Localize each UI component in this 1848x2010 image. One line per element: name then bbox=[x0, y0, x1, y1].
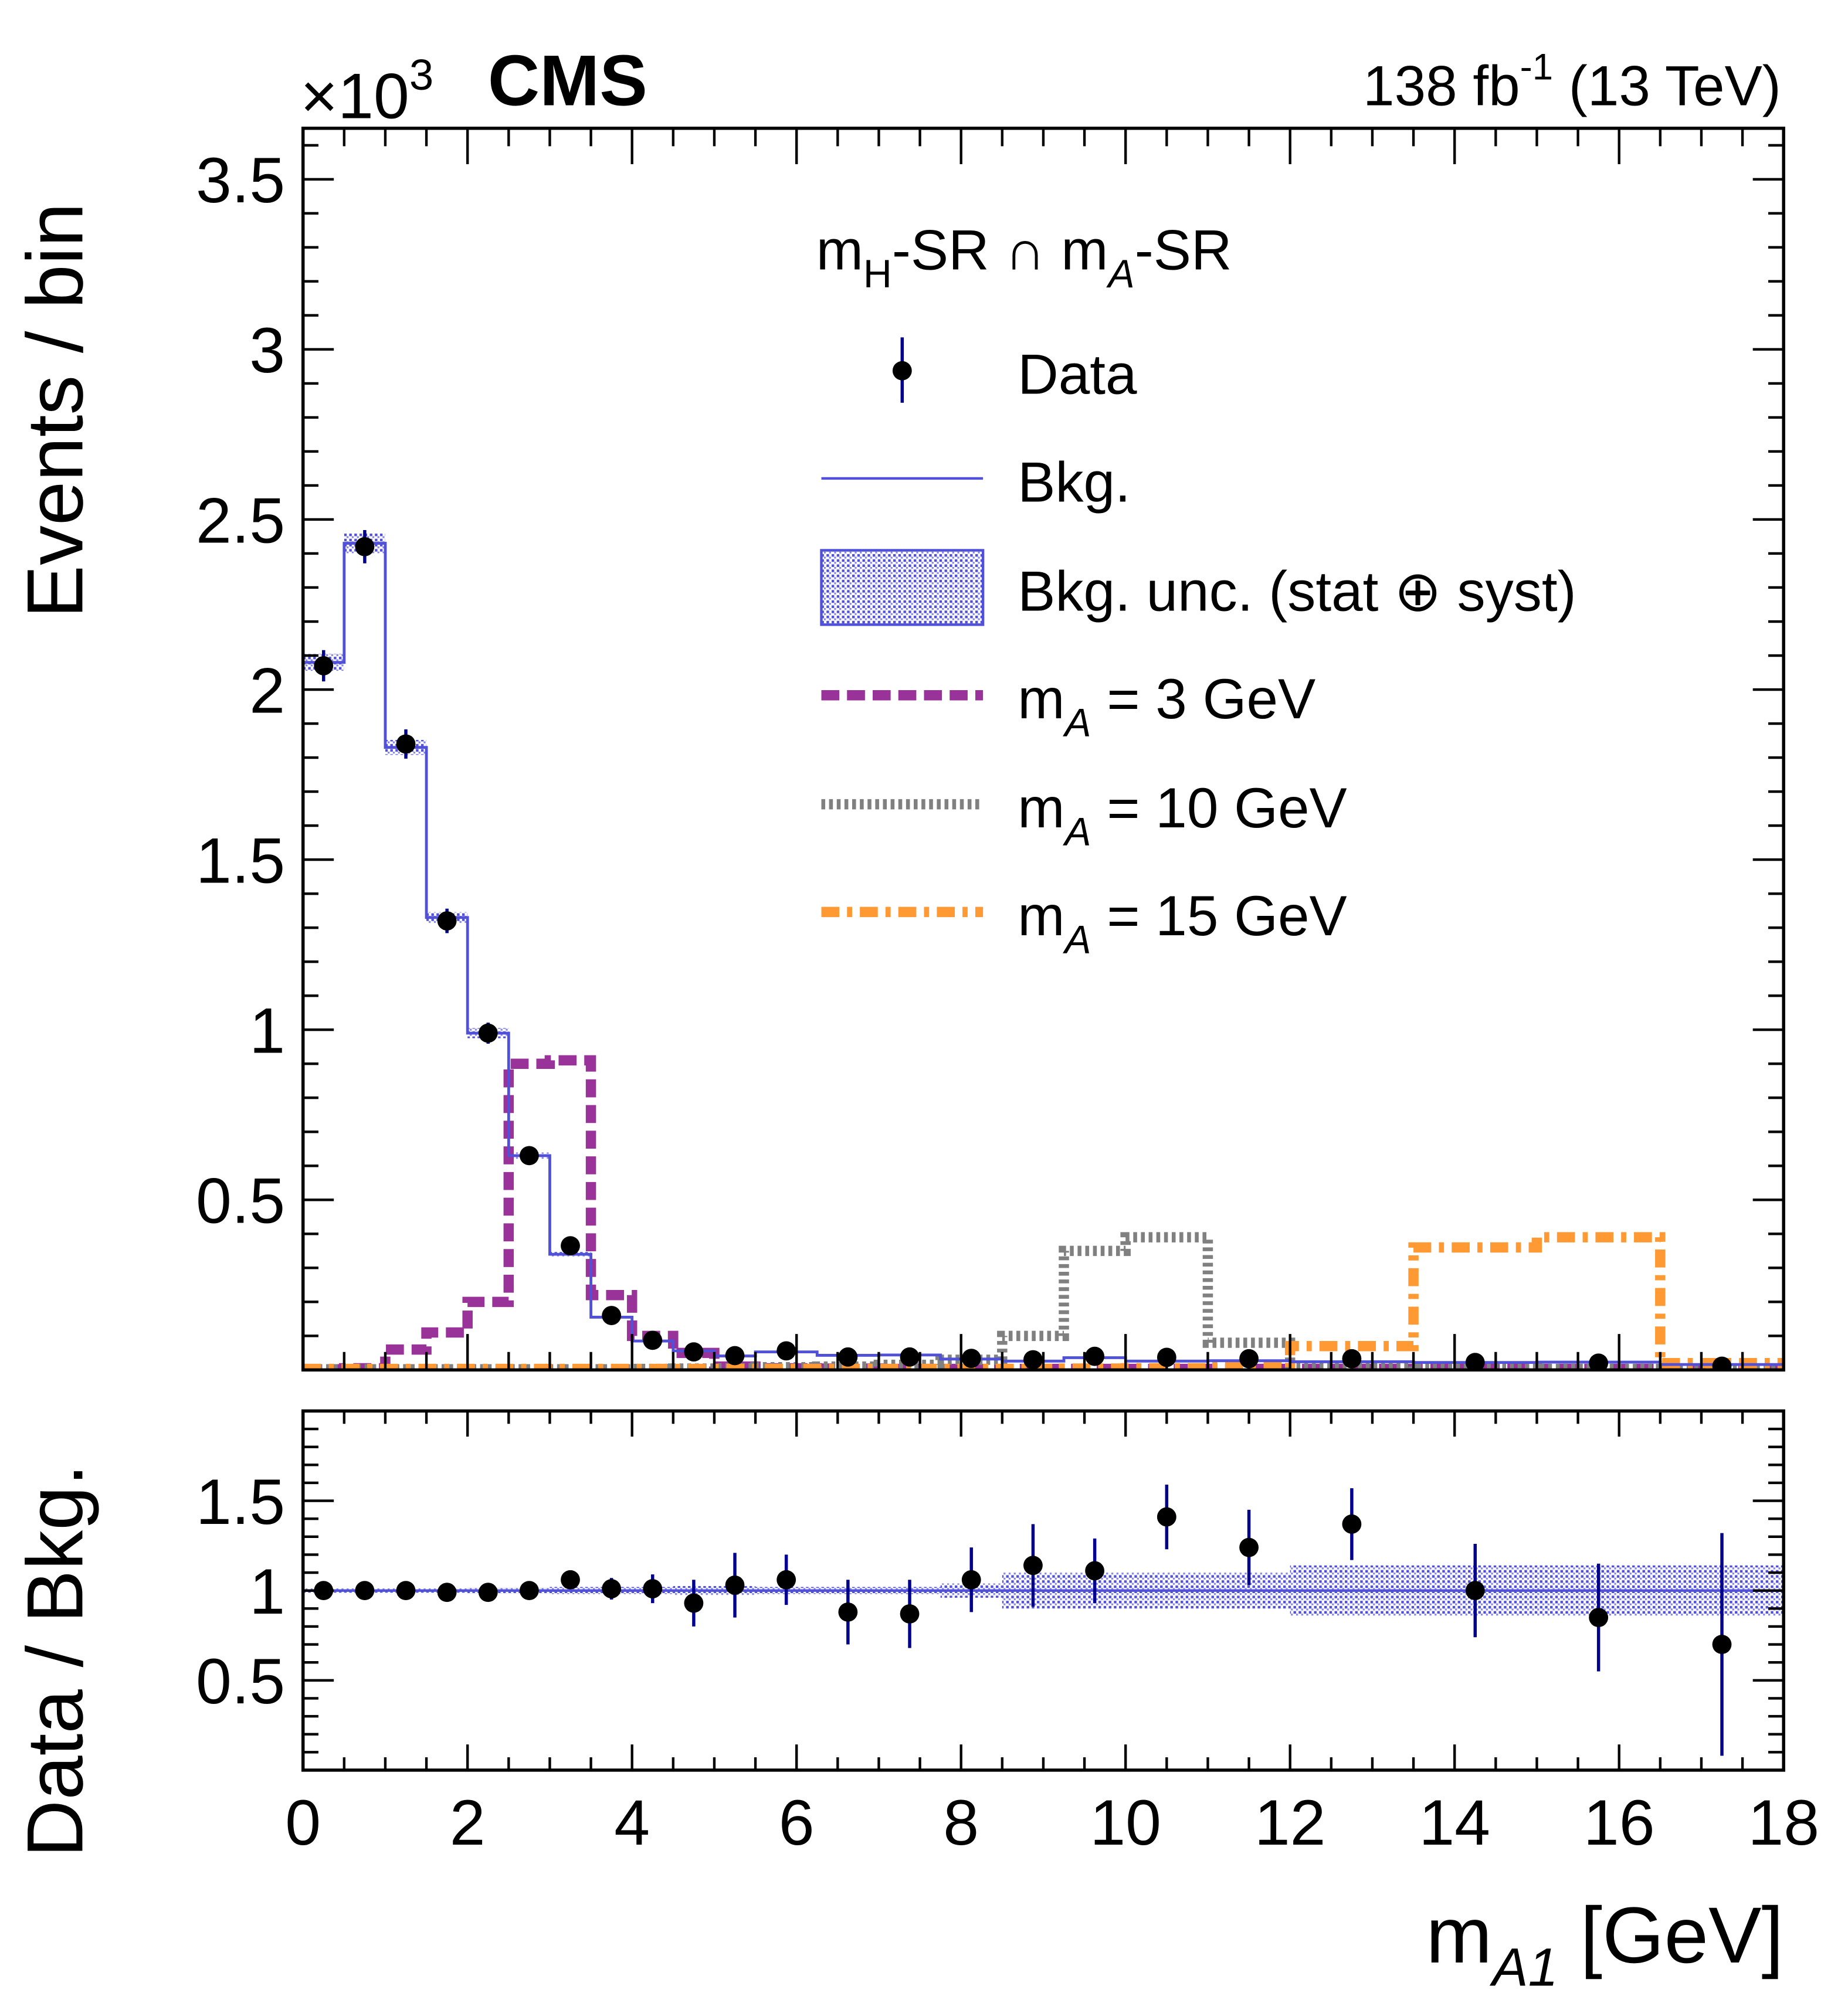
data-point bbox=[1023, 1350, 1043, 1370]
ratio-point bbox=[1157, 1507, 1176, 1527]
signal-ma10-histogram bbox=[303, 1232, 1784, 1370]
x-tick-label: 18 bbox=[1748, 1787, 1819, 1859]
axes: 0 2 4 6 8 10 12 14 16 18 0.5 1 1.5 2 2.5 3 3.5 0.5 1 1.5 bbox=[196, 127, 1819, 1859]
y-tick-label: 0.5 bbox=[196, 1166, 285, 1237]
y-tick-label: 1.5 bbox=[196, 826, 285, 897]
data-point bbox=[1589, 1353, 1609, 1370]
ratio-point bbox=[961, 1570, 981, 1590]
main-frame bbox=[301, 127, 1785, 1372]
data-point bbox=[838, 1347, 858, 1367]
ratio-y-tick-label: 0.5 bbox=[196, 1646, 285, 1717]
y-axis-title-ratio: Data / Bkg. bbox=[10, 1464, 99, 1858]
ratio-point bbox=[725, 1576, 745, 1595]
data-point bbox=[900, 1347, 920, 1367]
data-point bbox=[1085, 1346, 1105, 1366]
legend-bkg-label: Bkg. bbox=[1018, 451, 1131, 514]
data-point bbox=[777, 1341, 796, 1361]
data-point bbox=[602, 1306, 622, 1325]
x-axis-title: mA1 [GeV] bbox=[1426, 1890, 1783, 1997]
y-tick-label: 2 bbox=[249, 655, 285, 726]
data-point bbox=[478, 1023, 498, 1043]
cms-label: CMS bbox=[488, 40, 647, 120]
legend: mH-SR ∩ mA-SR Data Bkg. Bkg. unc. (stat … bbox=[816, 219, 1576, 962]
data-point bbox=[355, 537, 375, 556]
signal-ma3-histogram bbox=[303, 1055, 1784, 1370]
data-point bbox=[643, 1330, 663, 1350]
ratio-point bbox=[1342, 1514, 1362, 1534]
x-tick-label: 6 bbox=[779, 1787, 815, 1859]
ratio-point bbox=[1239, 1537, 1259, 1557]
lumi-label: 138 fb-1 (13 TeV) bbox=[1363, 47, 1781, 118]
y-tick-label: 3.5 bbox=[196, 145, 285, 216]
ratio-point bbox=[602, 1579, 622, 1598]
ratio-point bbox=[561, 1570, 580, 1590]
data-point bbox=[437, 911, 457, 931]
legend-data-label: Data bbox=[1018, 344, 1137, 406]
ratio-point bbox=[355, 1581, 375, 1601]
ratio-point bbox=[519, 1581, 539, 1601]
ratio-point bbox=[684, 1593, 704, 1613]
legend-signal-3-label: mA = 3 GeV bbox=[1018, 668, 1315, 745]
y-tick-label: 3 bbox=[249, 315, 285, 386]
x-tick-label: 14 bbox=[1419, 1787, 1490, 1859]
data-point bbox=[1342, 1349, 1362, 1369]
y-tick-label: 1 bbox=[249, 996, 285, 1067]
main-plot-area bbox=[303, 529, 1784, 1370]
ratio-point bbox=[437, 1583, 457, 1602]
ratio-point bbox=[1023, 1556, 1043, 1576]
ratio-point bbox=[396, 1581, 416, 1601]
ratio-point bbox=[838, 1602, 858, 1622]
legend-bkg-unc-box bbox=[820, 549, 985, 626]
data-point bbox=[561, 1236, 580, 1256]
ratio-point bbox=[777, 1570, 796, 1590]
ratio-plot-area bbox=[303, 1484, 1784, 1756]
signal-ma15-histogram bbox=[303, 1232, 1784, 1370]
legend-header: mH-SR ∩ mA-SR bbox=[816, 219, 1232, 296]
ratio-point bbox=[1465, 1581, 1485, 1601]
x-tick-label: 2 bbox=[450, 1787, 486, 1859]
y-axis-title-main: Events / bin bbox=[10, 203, 99, 619]
data-point bbox=[1465, 1353, 1485, 1370]
ratio-point bbox=[900, 1604, 920, 1624]
data-point bbox=[684, 1342, 704, 1362]
y-multiplier: ×103 bbox=[300, 50, 433, 132]
x-tick-label: 10 bbox=[1090, 1787, 1161, 1859]
x-tick-label: 16 bbox=[1583, 1787, 1655, 1859]
ratio-y-tick-label: 1.5 bbox=[196, 1466, 285, 1538]
legend-bkg-unc-label: Bkg. unc. (stat ⊕ syst) bbox=[1018, 560, 1576, 623]
ratio-y-tick-label: 1 bbox=[249, 1556, 285, 1628]
legend-signal-15-label: mA = 15 GeV bbox=[1018, 885, 1347, 962]
data-point bbox=[396, 734, 416, 754]
data-point bbox=[314, 656, 334, 675]
x-tick-label: 4 bbox=[614, 1787, 650, 1859]
x-tick-label: 0 bbox=[285, 1787, 321, 1859]
x-tick-label: 12 bbox=[1254, 1787, 1326, 1859]
legend-data-marker bbox=[892, 361, 912, 381]
ratio-point bbox=[478, 1583, 498, 1602]
ratio-point bbox=[643, 1579, 663, 1598]
x-tick-label: 8 bbox=[943, 1787, 979, 1859]
data-point bbox=[725, 1346, 745, 1366]
data-point bbox=[519, 1146, 539, 1166]
ratio-point bbox=[1712, 1635, 1732, 1654]
ratio-point bbox=[1589, 1608, 1609, 1627]
data-point bbox=[1712, 1356, 1732, 1370]
legend-signal-10-label: mA = 10 GeV bbox=[1018, 777, 1347, 854]
data-point bbox=[961, 1349, 981, 1369]
ratio-point bbox=[1085, 1561, 1105, 1581]
y-tick-label: 2.5 bbox=[196, 485, 285, 556]
